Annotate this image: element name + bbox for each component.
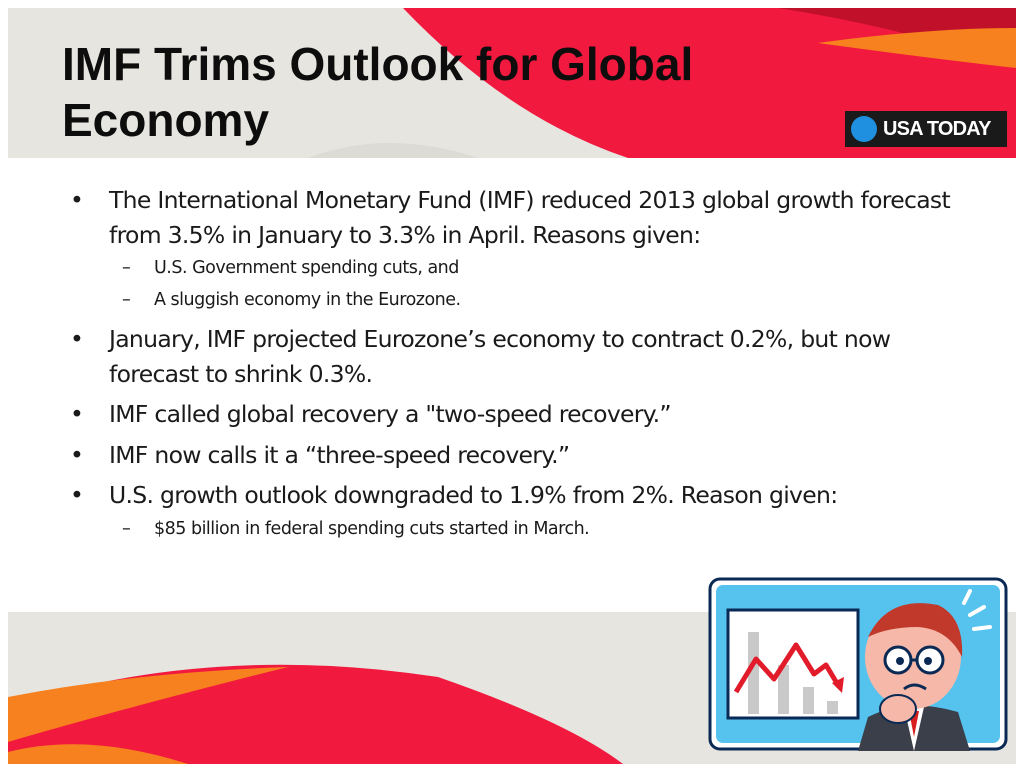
bullet-item: • January, IMF projected Eurozone’s econ… bbox=[70, 322, 950, 391]
bullet-item: • IMF now calls it a “three-speed recove… bbox=[70, 438, 950, 473]
bullet-item: • The International Monetary Fund (IMF) … bbox=[70, 183, 951, 316]
logo-circle-icon bbox=[851, 116, 877, 142]
bullet-marker: • bbox=[70, 325, 84, 353]
sub-bullet-item: – U.S. Government spending cuts, and bbox=[70, 252, 950, 284]
bullet-text: IMF now calls it a “three-speed recovery… bbox=[109, 440, 570, 469]
worried-businessman-falling-chart-icon bbox=[708, 577, 1008, 751]
dash-marker: – bbox=[122, 258, 131, 278]
bullet-marker: • bbox=[70, 481, 84, 509]
dash-marker: – bbox=[122, 518, 131, 539]
bullet-item: • U.S. growth outlook downgraded to 1.9%… bbox=[70, 478, 950, 545]
usa-today-logo: USA TODAY bbox=[845, 111, 1007, 147]
bullet-text: IMF called global recovery a "two-speed … bbox=[109, 400, 672, 428]
bullet-marker: • bbox=[70, 440, 84, 469]
bullet-text: The International Monetary Fund (IMF) re… bbox=[109, 186, 951, 249]
sub-bullet-item: – $85 billion in federal spending cuts s… bbox=[70, 513, 950, 545]
sub-bullet-text: U.S. Government spending cuts, and bbox=[154, 258, 459, 278]
cartoon-graphic bbox=[708, 577, 1008, 751]
slide-content: • The International Monetary Fund (IMF) … bbox=[70, 183, 951, 551]
slide-title: IMF Trims Outlook for Global Economy bbox=[62, 38, 694, 146]
bullet-text: U.S. growth outlook downgraded to 1.9% f… bbox=[109, 481, 838, 509]
sub-bullet-text: $85 billion in federal spending cuts sta… bbox=[154, 518, 590, 539]
sub-list: – $85 billion in federal spending cuts s… bbox=[109, 513, 950, 545]
sub-bullet-text: A sluggish economy in the Eurozone. bbox=[154, 290, 461, 310]
bullet-text: January, IMF projected Eurozone’s econom… bbox=[109, 325, 891, 388]
bullet-marker: • bbox=[70, 400, 84, 428]
dash-marker: – bbox=[122, 290, 131, 310]
bullet-marker: • bbox=[70, 186, 84, 214]
sub-list: – U.S. Government spending cuts, and – A… bbox=[109, 252, 950, 316]
bullet-list: • The International Monetary Fund (IMF) … bbox=[70, 183, 951, 545]
logo-text: USA TODAY bbox=[883, 117, 991, 140]
sub-bullet-item: – A sluggish economy in the Eurozone. bbox=[70, 284, 950, 316]
bullet-item: • IMF called global recovery a "two-spee… bbox=[70, 397, 950, 432]
